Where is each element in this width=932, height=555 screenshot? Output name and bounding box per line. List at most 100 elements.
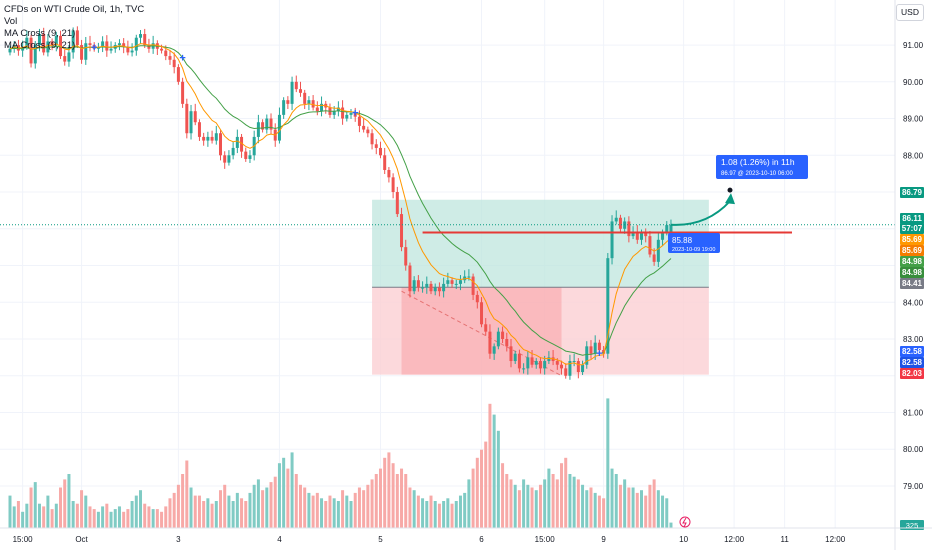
candle-body: [206, 136, 210, 141]
volume-bar: [176, 484, 180, 528]
volume-bar: [606, 398, 610, 528]
legend-ma-cross-2[interactable]: MA Cross (9, 21): [4, 40, 76, 51]
legend-title[interactable]: CFDs on WTI Crude Oil, 1h, TVC: [4, 4, 145, 15]
candle-body: [635, 232, 639, 240]
candle-body: [648, 236, 652, 255]
candle-body: [404, 247, 408, 266]
candle-body: [362, 125, 366, 130]
volume-bar: [589, 487, 593, 528]
candle-body: [568, 361, 572, 376]
volume-bar: [395, 474, 399, 528]
candle-body: [534, 361, 538, 365]
candle-body: [349, 113, 353, 115]
price-axis-label: 84.00: [903, 298, 924, 307]
price-axis-label: 81.00: [903, 408, 924, 417]
candle-body: [589, 346, 593, 354]
candle-body: [416, 280, 420, 288]
volume-bar: [16, 501, 20, 528]
volume-bar: [446, 498, 450, 528]
volume-bar: [147, 506, 151, 528]
volume-bar: [492, 414, 496, 528]
position-profit-zone: [372, 199, 709, 288]
candle-body: [37, 34, 41, 46]
candle-body: [261, 122, 265, 130]
volume-bar: [181, 474, 185, 528]
volume-bar: [454, 501, 458, 528]
candle-body: [652, 254, 656, 262]
ma-slow-line: [9, 45, 672, 356]
volume-bar: [627, 487, 631, 528]
volume-bar: [425, 501, 429, 528]
candle-body: [442, 283, 446, 292]
candle-body: [181, 81, 185, 104]
time-axis-label: 9: [601, 535, 606, 544]
volume-bar: [585, 490, 589, 528]
candle-body: [517, 353, 521, 369]
candle-body: [530, 357, 534, 365]
candle-body: [197, 122, 201, 137]
volume-bar: [21, 511, 25, 528]
price-tag: 85.69: [902, 246, 923, 255]
candle-body: [240, 136, 244, 152]
volume-bar: [656, 490, 660, 528]
price-tag: 84.98: [902, 257, 923, 266]
candle-body: [193, 111, 197, 123]
price-axis-label: 91.00: [903, 41, 924, 50]
candle-body: [496, 331, 500, 347]
candle-body: [332, 111, 336, 115]
candle-body: [450, 280, 454, 284]
volume-bar: [513, 484, 517, 528]
candle-body: [492, 346, 496, 354]
volume-bar: [231, 501, 235, 528]
volume-bar: [488, 403, 492, 528]
candle-body: [50, 41, 54, 46]
candle-body: [265, 118, 269, 130]
volume-bar: [244, 501, 248, 528]
legend-ma-cross-1[interactable]: MA Cross (9, 21): [4, 28, 76, 39]
volume-bar: [421, 498, 425, 528]
candle-body: [25, 37, 29, 47]
price-axis-label: 88.00: [903, 151, 924, 160]
volume-bar: [412, 490, 416, 528]
candle-body: [42, 34, 46, 53]
candle-body: [543, 361, 547, 369]
volume-bar: [105, 503, 109, 528]
volume-bar: [353, 492, 357, 528]
volume-bar: [139, 490, 143, 528]
volume-bar: [341, 490, 345, 528]
candle-body: [269, 118, 273, 130]
candle-body: [84, 43, 88, 60]
candle-body: [202, 136, 206, 141]
volume-bar: [357, 487, 361, 528]
candle-body: [122, 43, 126, 47]
candle-body: [214, 133, 218, 141]
volume-bar: [185, 460, 189, 528]
legend-volume[interactable]: Vol: [4, 16, 18, 27]
volume-bar: [122, 511, 126, 528]
volume-bar: [134, 495, 138, 528]
volume-bar: [277, 463, 281, 528]
volume-bar: [315, 492, 319, 528]
projection-label: 1.08 (1.26%) in 11h: [721, 157, 795, 167]
volume-bar: [597, 495, 601, 528]
currency-button[interactable]: USD: [896, 4, 924, 21]
volume-bar: [29, 487, 33, 528]
candle-body: [357, 116, 361, 126]
price-tag: 84.41: [902, 279, 923, 288]
ma-cross-marker: +: [179, 53, 185, 65]
volume-bar: [223, 484, 227, 528]
candle-body: [383, 155, 387, 170]
volume-bar: [12, 506, 16, 528]
volume-bar: [442, 501, 446, 528]
candle-body: [513, 353, 517, 362]
volume-bar: [458, 495, 462, 528]
projection-label-box: [716, 155, 808, 179]
projection-curve: [670, 200, 731, 226]
candle-body: [80, 45, 84, 60]
volume-bar: [602, 498, 606, 528]
volume-bar: [652, 479, 656, 528]
candle-body: [29, 37, 33, 64]
candle-body: [307, 100, 311, 104]
